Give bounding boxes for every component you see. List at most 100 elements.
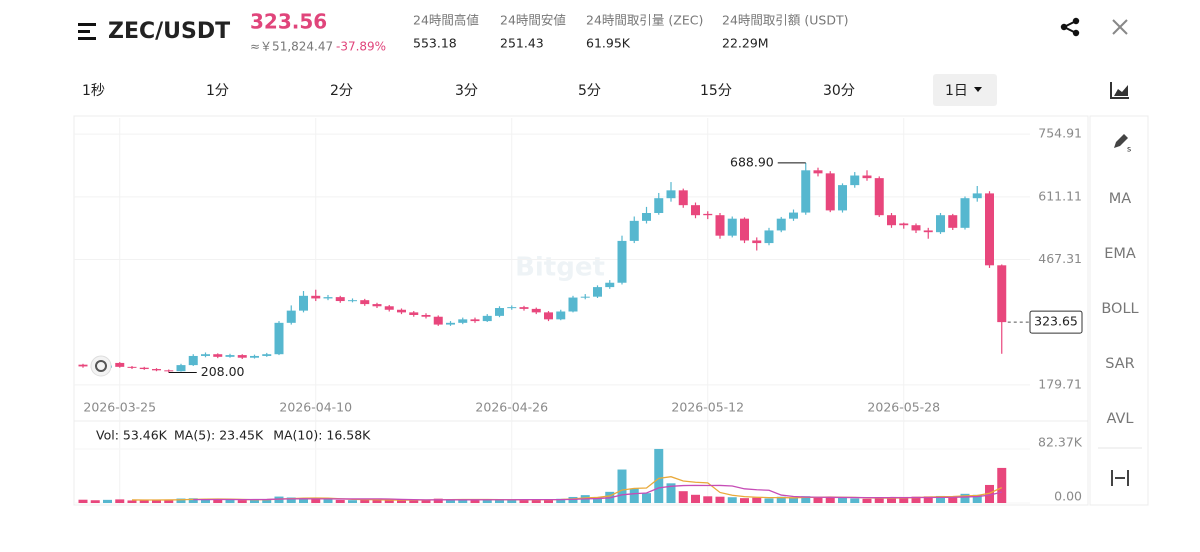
candle-body [862, 175, 872, 179]
volume-bar [250, 499, 259, 503]
indicator-button[interactable]: MA [1109, 191, 1132, 207]
volume-bar [372, 499, 382, 503]
y-tick-label: 179.71 [1038, 376, 1082, 391]
volume-bar [642, 493, 651, 503]
volume-bar [409, 500, 419, 503]
candle-body [482, 315, 492, 322]
volume-bar [433, 498, 443, 503]
candle-body [299, 295, 308, 311]
candle-body [752, 240, 762, 244]
candle-body [666, 190, 676, 199]
candle-body [629, 220, 639, 241]
volume-bar [384, 500, 394, 503]
stat-value: 251.43 [500, 36, 544, 51]
volume-bar [752, 497, 762, 503]
stat-label: 24時間取引量 (ZEC) [586, 13, 703, 28]
candle-body [360, 300, 370, 305]
close-icon[interactable] [1112, 19, 1128, 35]
candle-body [139, 367, 149, 370]
timeframe-tab[interactable]: 3分 [455, 83, 478, 99]
volume-bar [421, 499, 431, 503]
share-icon[interactable] [1060, 17, 1080, 37]
candle-body [838, 185, 847, 211]
ma-line [193, 484, 1002, 501]
volume-bar [152, 500, 161, 503]
extreme-label: 208.00 [201, 364, 245, 379]
ma-line [131, 476, 1003, 501]
volume-bar [531, 499, 541, 503]
candle-body [237, 355, 247, 358]
volume-bar [470, 500, 480, 503]
volume-bar [127, 500, 137, 503]
candle-body [936, 215, 945, 233]
timeframe-tab[interactable]: 15分 [700, 83, 732, 99]
svg-text:s: s [1127, 145, 1131, 154]
candle-body [544, 312, 553, 320]
candle-body [188, 355, 198, 366]
volume-bar [654, 448, 664, 503]
draw-tool-icon[interactable]: s [1114, 134, 1131, 154]
candle-body [617, 240, 627, 283]
volume-bar [899, 496, 909, 503]
candle-body [495, 308, 504, 316]
volume-bar [887, 497, 896, 503]
menu-icon[interactable] [78, 23, 96, 40]
indicator-button[interactable]: EMA [1104, 246, 1136, 262]
candle-body [997, 265, 1007, 323]
stats: 24時間高値 553.18 24時間安値 251.43 24時間取引量 (ZEC) 61.… [413, 13, 848, 51]
x-tick-label: 2026-04-26 [475, 400, 548, 415]
volume-bar [997, 467, 1007, 503]
candle-body [335, 297, 345, 302]
price-change: -37.89% [336, 40, 386, 54]
candle-body [384, 306, 394, 310]
volume-bar [923, 496, 933, 503]
y-tick-label: 0.00 [1054, 489, 1082, 504]
timeframe-tab[interactable]: 5分 [578, 83, 601, 99]
candle-body [78, 364, 88, 367]
y-tick-label: 611.11 [1038, 188, 1082, 203]
volume-bar [972, 494, 982, 503]
indicator-button[interactable]: BOLL [1101, 301, 1138, 317]
indicator-button[interactable]: SAR [1105, 356, 1134, 372]
candle-body [825, 173, 835, 211]
volume-bar [360, 499, 370, 503]
volume-bar [507, 499, 517, 503]
x-tick-label: 2026-05-28 [867, 400, 940, 415]
fullscreen-icon[interactable] [1111, 470, 1129, 486]
volume-bar [335, 499, 345, 503]
y-tick-label: 754.91 [1038, 126, 1082, 141]
dropdown-caret [974, 87, 982, 92]
logo-badge [90, 355, 112, 377]
candle-body [580, 296, 590, 298]
volume-bar [348, 500, 357, 503]
volume-bar [201, 499, 210, 503]
timeframe-tab[interactable]: 1分 [206, 83, 229, 99]
candle-body [531, 308, 541, 313]
candle-body [164, 370, 174, 372]
x-tick-label: 2026-03-25 [83, 400, 156, 415]
timeframe-tab[interactable]: 30分 [823, 83, 855, 99]
timeframe-tab[interactable]: 1日 [945, 83, 968, 99]
volume-bar [519, 500, 529, 503]
indicator-button[interactable]: AVL [1107, 411, 1134, 427]
volume-bar [617, 469, 627, 503]
volume-bar [556, 498, 566, 503]
candle-body [776, 218, 786, 231]
volume-bar [299, 498, 308, 503]
volume-bar [703, 496, 713, 503]
volume-bar [801, 496, 811, 503]
last-price-box [1029, 310, 1083, 334]
y-tick-label: 467.31 [1038, 251, 1082, 266]
extreme-label: 688.90 [730, 154, 774, 169]
volume-bar [225, 499, 235, 503]
candle-body [874, 178, 884, 216]
timeframe-tab[interactable]: 1秒 [82, 83, 105, 99]
volume-bar [458, 499, 468, 503]
chart-type-icon[interactable] [1110, 82, 1129, 99]
candle-body [923, 230, 933, 233]
candle-body [642, 213, 651, 221]
volume-bar [103, 499, 112, 503]
timeframe-tab[interactable]: 2分 [330, 83, 353, 99]
volume-bar [286, 497, 296, 503]
candle-body [152, 369, 161, 371]
